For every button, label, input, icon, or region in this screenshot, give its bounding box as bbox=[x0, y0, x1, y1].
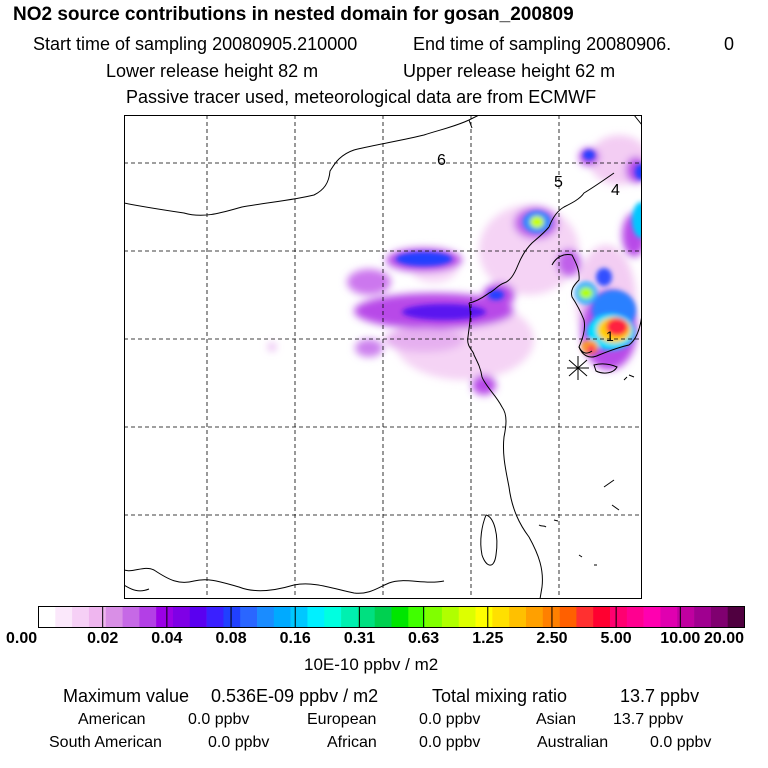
colorbar-cell bbox=[643, 606, 661, 628]
colorbar-tick-label: 0.02 bbox=[87, 630, 119, 647]
colorbar-cell bbox=[677, 606, 695, 628]
colorbar-cell bbox=[475, 606, 493, 628]
colorbar-tick-label: 0.16 bbox=[279, 630, 311, 647]
region-name: European bbox=[307, 711, 377, 728]
colorbar-cell bbox=[576, 606, 594, 628]
colorbar-cell bbox=[357, 606, 375, 628]
colorbar-cell bbox=[72, 606, 90, 628]
colorbar-tick-label: 10.00 bbox=[660, 630, 701, 647]
colorbar-cell bbox=[593, 606, 611, 628]
colorbar-tick-label: 0.08 bbox=[215, 630, 247, 647]
colorbar-cell bbox=[425, 606, 443, 628]
region-name: South American bbox=[49, 734, 162, 751]
colorbar-cell bbox=[610, 606, 628, 628]
total-mixing-ratio-value: 13.7 ppbv bbox=[620, 686, 700, 706]
region-value: 0.0 ppbv bbox=[650, 734, 712, 751]
colorbar-cell bbox=[156, 606, 174, 628]
colorbar-tick-label: 0.04 bbox=[151, 630, 183, 647]
colorbar-cell bbox=[492, 606, 510, 628]
colorbar-cell bbox=[660, 606, 678, 628]
colorbar-cell bbox=[525, 606, 544, 628]
region-name: Australian bbox=[537, 734, 609, 751]
region-label-1: 1 bbox=[606, 328, 614, 344]
colorbar-cell bbox=[710, 606, 728, 628]
region-label-5: 5 bbox=[554, 174, 563, 191]
colorbar-cell bbox=[458, 606, 476, 628]
colorbar-cell bbox=[290, 606, 308, 628]
colorbar-cell bbox=[307, 606, 325, 628]
colorbar-unit: 10E-10 ppbv / m2 bbox=[304, 655, 439, 674]
colorbar-tick-label: 0.63 bbox=[408, 630, 440, 647]
colorbar-cell bbox=[626, 606, 644, 628]
colorbar-tick-label: 1.25 bbox=[472, 630, 504, 647]
colorbar bbox=[38, 606, 745, 628]
colorbar-cell bbox=[391, 606, 409, 628]
colorbar-tick-label: 20.00 bbox=[704, 630, 745, 647]
lat-lon-grid bbox=[124, 115, 642, 599]
total-mixing-ratio-label: Total mixing ratio bbox=[432, 686, 568, 706]
colorbar-cell bbox=[542, 606, 560, 628]
colorbar-cell bbox=[38, 606, 56, 628]
colorbar-cell bbox=[324, 606, 342, 628]
colorbar-cell bbox=[139, 606, 157, 628]
region-value: 0.0 ppbv bbox=[208, 734, 270, 751]
lower-release-height: Lower release height 82 m bbox=[106, 61, 319, 81]
colorbar-cell bbox=[694, 606, 712, 628]
colorbar-cell bbox=[559, 606, 577, 628]
colorbar-tick-label: 2.50 bbox=[536, 630, 568, 647]
colorbar-cell bbox=[441, 606, 460, 628]
colorbar-tick-label: 0.00 bbox=[6, 630, 38, 647]
colorbar-cell bbox=[206, 606, 224, 628]
colorbar-cell bbox=[408, 606, 426, 628]
sampling-start: Start time of sampling 20080905.210000 bbox=[33, 34, 358, 54]
colorbar-cell bbox=[55, 606, 73, 628]
colorbar-cell bbox=[374, 606, 392, 628]
colorbar-cell bbox=[727, 606, 745, 628]
region-value: 0.0 ppbv bbox=[419, 711, 481, 728]
coastline bbox=[124, 115, 642, 599]
map-frame bbox=[124, 115, 642, 599]
colorbar-cell bbox=[273, 606, 291, 628]
map-panel: 6 5 4 1 bbox=[124, 115, 642, 599]
region-name: Asian bbox=[536, 711, 577, 728]
region-label-6: 6 bbox=[437, 152, 446, 169]
colorbar-cell bbox=[240, 606, 258, 628]
region-value: 13.7 ppbv bbox=[613, 711, 684, 728]
colorbar-cell bbox=[189, 606, 207, 628]
colorbar-cell bbox=[172, 606, 191, 628]
max-value-label: Maximum value bbox=[63, 686, 190, 706]
tracer-note: Passive tracer used, meteorological data… bbox=[126, 87, 597, 107]
colorbar-tick-label: 0.31 bbox=[343, 630, 375, 647]
sampling-end-value: 0 bbox=[724, 34, 735, 54]
sampling-end: End time of sampling 20080906. bbox=[413, 34, 672, 54]
region-label-4: 4 bbox=[611, 182, 620, 199]
colorbar-cell bbox=[509, 606, 527, 628]
colorbar-cell bbox=[223, 606, 241, 628]
receptor-star-icon bbox=[567, 356, 589, 380]
colorbar-cell bbox=[257, 606, 275, 628]
region-value: 0.0 ppbv bbox=[188, 711, 250, 728]
colorbar-cell bbox=[88, 606, 107, 628]
region-name: African bbox=[327, 734, 377, 751]
upper-release-height: Upper release height 62 m bbox=[403, 61, 616, 81]
colorbar-tick-label: 5.00 bbox=[600, 630, 632, 647]
colorbar-cell bbox=[122, 606, 140, 628]
max-value: 0.536E-09 ppbv / m2 bbox=[211, 686, 379, 706]
colorbar-cell bbox=[105, 606, 123, 628]
region-name: American bbox=[78, 711, 146, 728]
region-value: 0.0 ppbv bbox=[419, 734, 481, 751]
colorbar-cell bbox=[341, 606, 359, 628]
map-title: NO2 source contributions in nested domai… bbox=[13, 4, 574, 25]
